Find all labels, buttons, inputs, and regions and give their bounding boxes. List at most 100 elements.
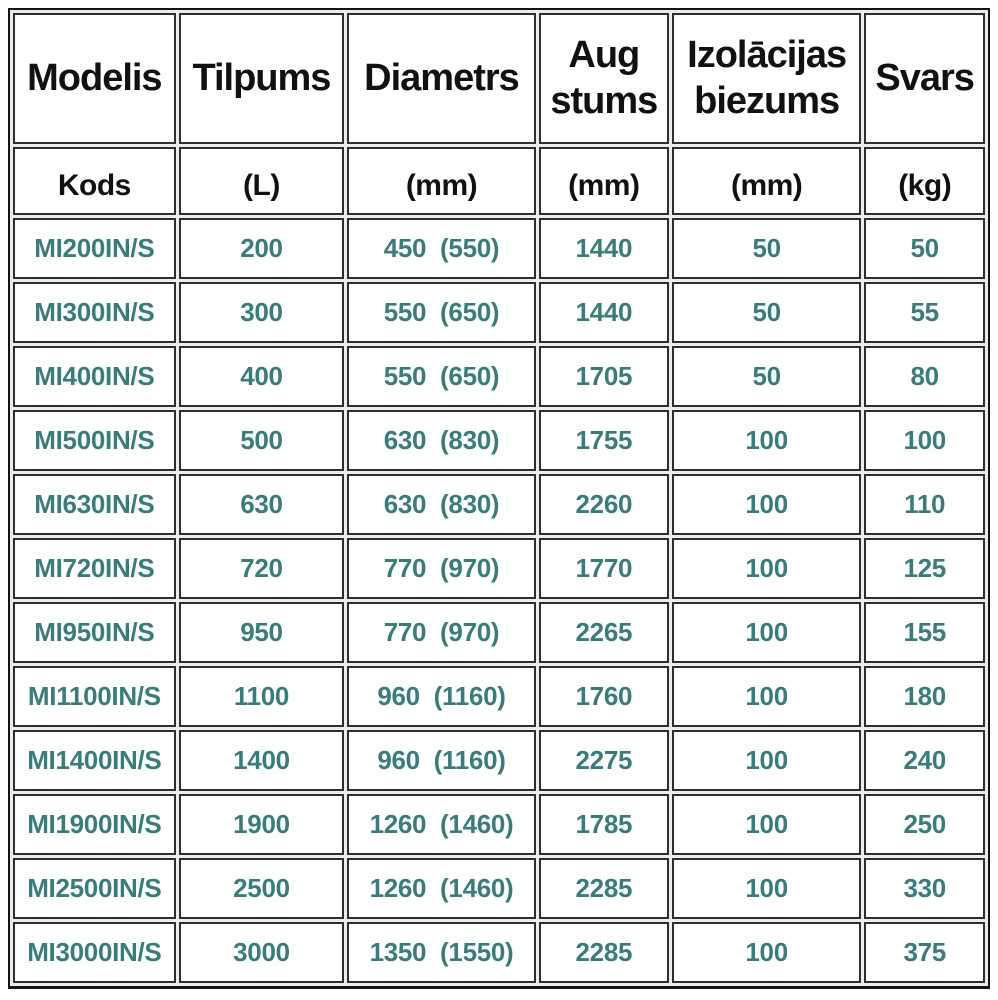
value-cell: 155 [864,602,985,663]
value-cell: 550 (650) [347,282,536,343]
value-cell: 100 [671,922,862,983]
column-unit-cell: Kods [13,147,176,215]
value-cell: 100 [671,666,862,727]
model-code-cell: MI500IN/S [13,410,176,471]
value-cell: 100 [671,602,862,663]
column-title-cell: Diametrs [347,13,536,144]
value-cell: 1785 [538,794,669,855]
value-cell: 2275 [538,730,669,791]
table-row: MI3000IN/S 3000 1350 (1550) 2285 100 375 [13,922,985,983]
column-unit-cell: (L) [178,147,345,215]
value-cell: 50 [671,346,862,407]
table-row: MI950IN/S 950 770 (970) 2265 100 155 [13,602,985,663]
value-cell: 200 [178,218,345,279]
column-title-cell: Izolācijas biezums [671,13,862,144]
value-cell: 1400 [178,730,345,791]
header-row-titles: Modelis Tilpums Diametrs Aug stums Izolācija… [13,13,985,144]
value-cell: 550 (650) [347,346,536,407]
value-cell: 50 [671,282,862,343]
table-row: MI500IN/S 500 630 (830) 1755 100 100 [13,410,985,471]
value-cell: 770 (970) [347,602,536,663]
value-cell: 100 [671,410,862,471]
value-cell: 400 [178,346,345,407]
spec-table-body: Modelis Tilpums Diametrs Aug stums Izolācija… [13,13,985,983]
value-cell: 720 [178,538,345,599]
value-cell: 770 (970) [347,538,536,599]
table-row: MI1100IN/S 1100 960 (1160) 1760 100 180 [13,666,985,727]
value-cell: 1760 [538,666,669,727]
value-cell: 80 [864,346,985,407]
value-cell: 2500 [178,858,345,919]
model-code-cell: MI1100IN/S [13,666,176,727]
table-row: MI720IN/S 720 770 (970) 1770 100 125 [13,538,985,599]
value-cell: 1260 (1460) [347,794,536,855]
model-code-cell: MI950IN/S [13,602,176,663]
value-cell: 110 [864,474,985,535]
value-cell: 1900 [178,794,345,855]
value-cell: 2265 [538,602,669,663]
table-row: MI1900IN/S 1900 1260 (1460) 1785 100 250 [13,794,985,855]
value-cell: 125 [864,538,985,599]
value-cell: 100 [864,410,985,471]
value-cell: 1350 (1550) [347,922,536,983]
column-unit-cell: (mm) [538,147,669,215]
model-code-cell: MI720IN/S [13,538,176,599]
column-title-cell: Modelis [13,13,176,144]
value-cell: 950 [178,602,345,663]
value-cell: 2285 [538,858,669,919]
spec-table: Modelis Tilpums Diametrs Aug stums Izolācija… [10,10,988,986]
model-code-cell: MI3000IN/S [13,922,176,983]
model-code-cell: MI630IN/S [13,474,176,535]
value-cell: 1260 (1460) [347,858,536,919]
column-title-cell: Aug stums [538,13,669,144]
value-cell: 55 [864,282,985,343]
column-unit-cell: (mm) [347,147,536,215]
value-cell: 450 (550) [347,218,536,279]
value-cell: 500 [178,410,345,471]
value-cell: 630 (830) [347,474,536,535]
header-row-units: Kods (L) (mm) (mm) (mm) (kg) [13,147,985,215]
column-title-cell: Tilpums [178,13,345,144]
model-code-cell: MI300IN/S [13,282,176,343]
column-unit-cell: (mm) [671,147,862,215]
table-row: MI400IN/S 400 550 (650) 1705 50 80 [13,346,985,407]
value-cell: 2285 [538,922,669,983]
value-cell: 300 [178,282,345,343]
value-cell: 630 (830) [347,410,536,471]
value-cell: 1770 [538,538,669,599]
model-code-cell: MI2500IN/S [13,858,176,919]
table-row: MI1400IN/S 1400 960 (1160) 2275 100 240 [13,730,985,791]
value-cell: 630 [178,474,345,535]
value-cell: 180 [864,666,985,727]
model-code-cell: MI1400IN/S [13,730,176,791]
value-cell: 100 [671,794,862,855]
table-row: MI200IN/S 200 450 (550) 1440 50 50 [13,218,985,279]
value-cell: 1100 [178,666,345,727]
value-cell: 50 [864,218,985,279]
value-cell: 240 [864,730,985,791]
value-cell: 1440 [538,282,669,343]
value-cell: 960 (1160) [347,730,536,791]
value-cell: 100 [671,858,862,919]
model-code-cell: MI1900IN/S [13,794,176,855]
table-row: MI300IN/S 300 550 (650) 1440 50 55 [13,282,985,343]
model-code-cell: MI400IN/S [13,346,176,407]
value-cell: 100 [671,730,862,791]
value-cell: 1755 [538,410,669,471]
table-row: MI630IN/S 630 630 (830) 2260 100 110 [13,474,985,535]
model-code-cell: MI200IN/S [13,218,176,279]
column-title-cell: Svars [864,13,985,144]
value-cell: 250 [864,794,985,855]
spec-table-container: Modelis Tilpums Diametrs Aug stums Izolācija… [8,8,990,989]
column-unit-cell: (kg) [864,147,985,215]
value-cell: 1705 [538,346,669,407]
value-cell: 50 [671,218,862,279]
table-row: MI2500IN/S 2500 1260 (1460) 2285 100 330 [13,858,985,919]
value-cell: 100 [671,474,862,535]
value-cell: 3000 [178,922,345,983]
value-cell: 960 (1160) [347,666,536,727]
value-cell: 100 [671,538,862,599]
value-cell: 330 [864,858,985,919]
value-cell: 1440 [538,218,669,279]
value-cell: 375 [864,922,985,983]
